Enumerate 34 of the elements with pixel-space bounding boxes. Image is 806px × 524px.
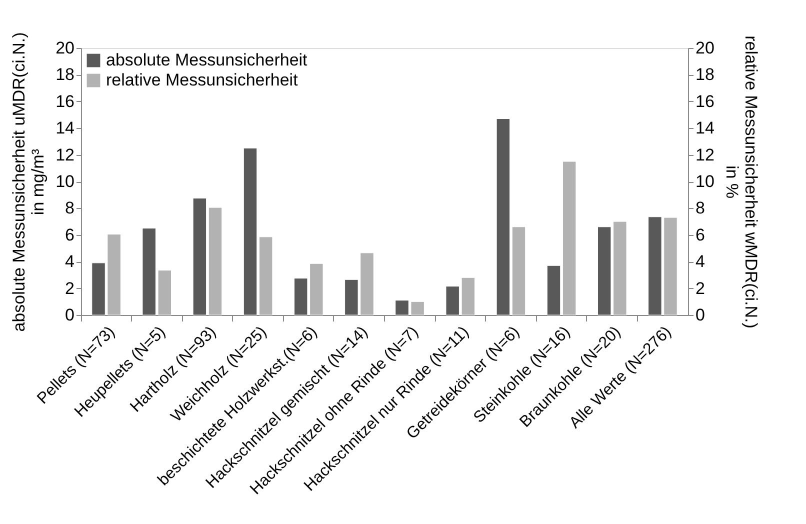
legend-label: absolute Messunsicherheit xyxy=(106,50,308,70)
bar xyxy=(258,236,273,316)
y2-tick-label: 4 xyxy=(696,252,705,272)
y2-tick-label: 20 xyxy=(696,38,714,58)
y2-tick-label: 18 xyxy=(696,65,714,84)
y2-tick-label: 10 xyxy=(696,172,714,191)
y-tick-label: 2 xyxy=(65,278,74,298)
legend-label: relative Messunsicherheit xyxy=(106,70,298,90)
y-tick-label: 10 xyxy=(56,172,74,191)
y-tick-label: 20 xyxy=(56,38,74,58)
y-tick-label: 8 xyxy=(65,198,74,218)
y-tick-label: 12 xyxy=(56,145,74,164)
bar xyxy=(546,265,561,316)
y2-tick-label: 0 xyxy=(696,306,705,324)
y-tick-label: 0 xyxy=(65,306,74,324)
bar xyxy=(208,207,222,316)
y2-tick-label: 14 xyxy=(696,118,714,138)
bar xyxy=(562,161,576,316)
y-tick-label: 14 xyxy=(56,118,74,138)
y2-tick-label: 12 xyxy=(696,145,714,164)
y2-tick-label: 8 xyxy=(696,198,705,218)
y-tick-label: 6 xyxy=(65,225,74,244)
bar xyxy=(512,226,526,316)
y-axis-title: absolute Messunsicherheit uMDR(ci.N.) in mg/m³ xyxy=(10,32,48,332)
bar xyxy=(243,148,258,316)
y-tick-label: 16 xyxy=(56,92,74,111)
y-tick-label: 4 xyxy=(65,252,74,272)
y2-tick-label: 2 xyxy=(696,278,705,298)
y2-tick-label: 16 xyxy=(696,92,714,111)
y-tick-label: 18 xyxy=(56,65,74,84)
bar xyxy=(496,118,510,316)
y2-tick-label: 6 xyxy=(696,225,705,244)
y2-axis-title: relative Messunsicherheit wMDR(ci.N.) in % xyxy=(722,36,760,328)
bar xyxy=(192,198,207,316)
